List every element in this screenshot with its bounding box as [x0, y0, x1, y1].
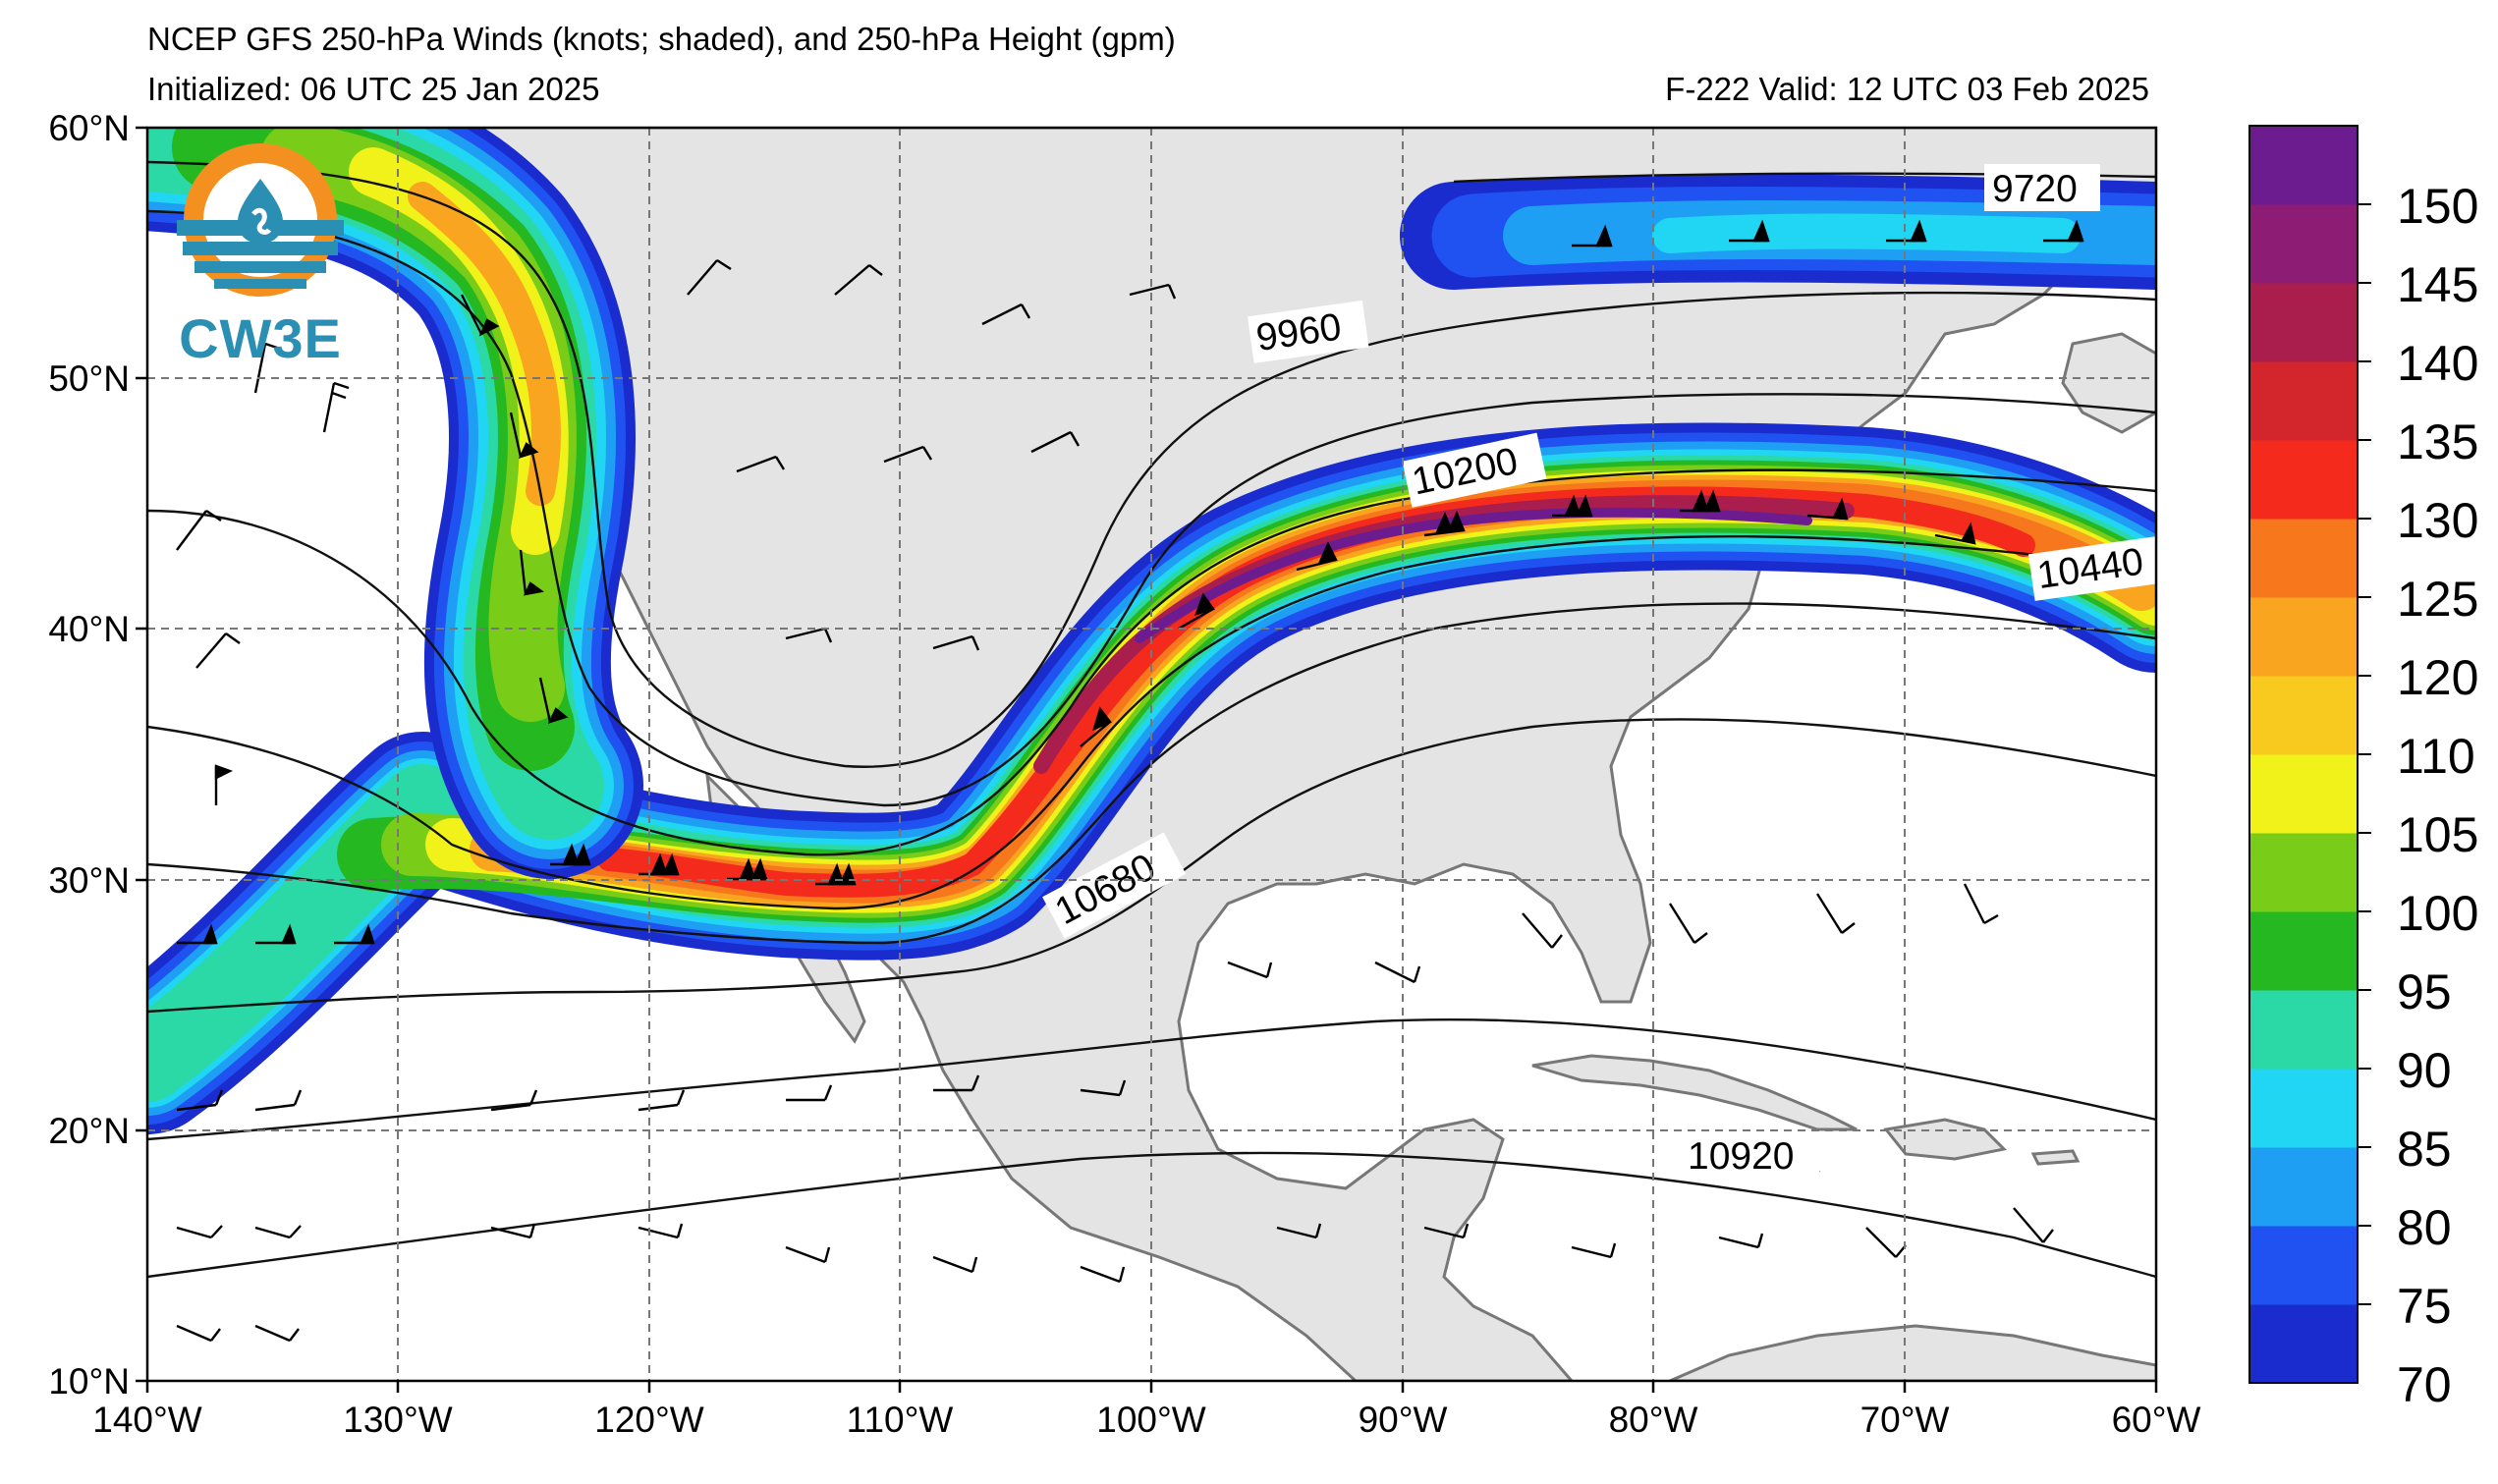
lat-label: 20°N [48, 1111, 130, 1151]
wind-barbs [176, 219, 2084, 1343]
lat-label: 10°N [48, 1361, 130, 1402]
lon-label: 60°W [2112, 1400, 2201, 1440]
colorbar-segment [2249, 754, 2358, 834]
colorbar-tick-label: 145 [2397, 257, 2478, 312]
colorbar-segment [2249, 597, 2358, 677]
wind-speed-shading [147, 128, 2156, 1134]
colorbar-labels: 150 145 140 135 130 125 120 110 105 100 … [2397, 179, 2478, 1412]
colorbar-segment [2249, 204, 2358, 284]
colorbar-segment [2249, 361, 2358, 441]
contour-label-9720: 9720 [1992, 168, 2078, 210]
lon-label: 140°W [92, 1400, 202, 1440]
colorbar-segment [2249, 519, 2358, 598]
init-time: Initialized: 06 UTC 25 Jan 2025 [147, 71, 600, 107]
lat-label: 60°N [48, 108, 130, 148]
colorbar-tick-label: 95 [2397, 964, 2452, 1019]
lon-label: 120°W [594, 1400, 704, 1440]
colorbar-tick-label: 75 [2397, 1279, 2452, 1334]
valid-time: F-222 Valid: 12 UTC 03 Feb 2025 [1665, 71, 2149, 107]
colorbar-tick-label: 100 [2397, 886, 2478, 941]
colorbar-segment [2249, 1147, 2358, 1227]
lat-labels: 60°N 50°N 40°N 30°N 20°N 10°N [48, 108, 130, 1402]
colorbar-segment [2249, 990, 2358, 1070]
chart-title: NCEP GFS 250-hPa Winds (knots; shaded), … [147, 21, 1176, 57]
colorbar-tick-label: 150 [2397, 179, 2478, 234]
colorbar-segment [2249, 1226, 2358, 1305]
graticule [147, 128, 2156, 1381]
colorbar-segment [2249, 440, 2358, 520]
colorbar-tick-label: 90 [2397, 1043, 2452, 1098]
lon-label: 110°W [847, 1400, 954, 1440]
lon-label: 130°W [343, 1400, 453, 1440]
colorbar-tick-label: 85 [2397, 1122, 2452, 1177]
height-contours [147, 160, 2156, 1279]
lat-label: 30°N [48, 860, 130, 901]
contour-label-10920: 10920 [1688, 1135, 1794, 1178]
colorbar-tick-label: 140 [2397, 336, 2478, 391]
colorbar-segment [2249, 126, 2358, 205]
cw3e-logo: CW3E [167, 139, 354, 373]
colorbar-tick-label: 110 [2397, 729, 2475, 784]
logo-text: CW3E [179, 307, 342, 369]
colorbar-segment [2249, 833, 2358, 912]
colorbar-segment [2249, 676, 2358, 755]
lon-label: 100°W [1096, 1400, 1206, 1440]
colorbar-tick-label: 120 [2397, 650, 2478, 705]
cw3e-logo-icon [177, 143, 344, 297]
lon-label: 90°W [1359, 1400, 1448, 1440]
contour-labels: 9720 9960 10200 10440 10680 10920 [1042, 164, 2156, 1179]
lat-label: 50°N [48, 358, 130, 399]
lon-labels: 140°W 130°W 120°W 110°W 100°W 90°W 80°W … [92, 1400, 2200, 1440]
lat-label: 40°N [48, 609, 130, 649]
colorbar-tick-label: 80 [2397, 1200, 2452, 1255]
axis-ticks [136, 126, 2158, 1393]
colorbar-segment [2249, 911, 2358, 991]
colorbar [2248, 125, 2371, 1384]
colorbar-tick-label: 135 [2397, 414, 2478, 469]
lon-label: 80°W [1609, 1400, 1698, 1440]
colorbar-segment [2249, 283, 2358, 362]
lon-label: 70°W [1860, 1400, 1950, 1440]
colorbar-tick-label: 70 [2397, 1357, 2452, 1412]
colorbar-tick-label: 130 [2397, 493, 2478, 548]
colorbar-tick-label: 105 [2397, 807, 2478, 862]
colorbar-segment [2249, 1069, 2358, 1148]
colorbar-tick-label: 125 [2397, 572, 2478, 627]
colorbar-segment [2249, 1304, 2358, 1384]
